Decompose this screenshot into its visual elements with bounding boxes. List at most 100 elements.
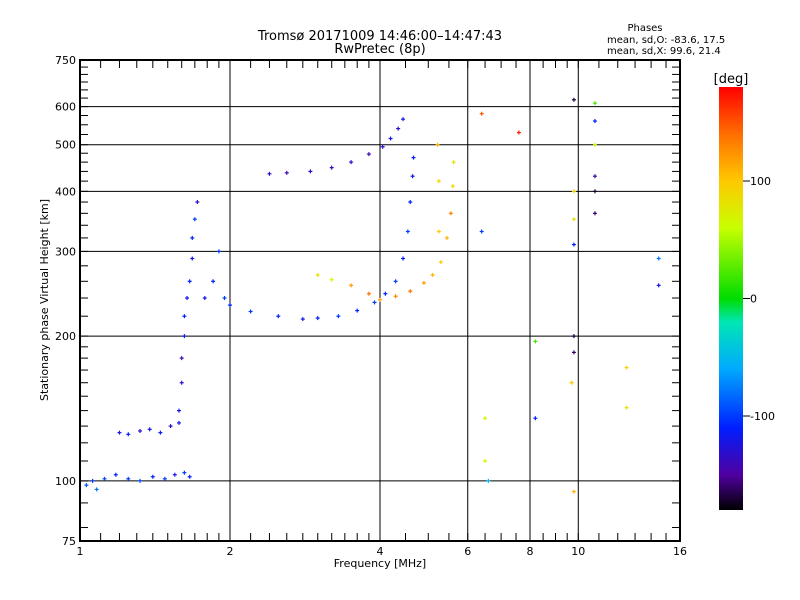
data-point: [84, 483, 89, 488]
data-point: [195, 200, 200, 205]
x-tick-label: 1: [77, 545, 84, 558]
data-point: [102, 476, 107, 481]
data-point: [436, 229, 441, 234]
data-point: [592, 101, 597, 106]
data-point: [276, 314, 281, 319]
data-point: [624, 365, 629, 370]
data-point: [90, 478, 95, 483]
legend-line-o: mean, sd,O: -83.6, 17.5: [607, 35, 725, 46]
data-point: [393, 294, 398, 299]
data-point: [483, 458, 488, 463]
y-tick-label: 600: [55, 101, 76, 114]
colorbar-label: [deg]: [714, 72, 749, 87]
data-point: [182, 334, 187, 339]
colorbar: [719, 87, 743, 510]
data-point: [126, 476, 131, 481]
chart-subtitle: RwPretec (8p): [334, 42, 425, 57]
data-point: [372, 300, 377, 305]
data-point: [138, 428, 143, 433]
data-point: [401, 256, 406, 261]
data-point: [182, 470, 187, 475]
data-point: [222, 296, 227, 301]
data-point: [248, 309, 253, 314]
data-point: [179, 380, 184, 385]
y-tick-label: 500: [55, 139, 76, 152]
data-point: [401, 117, 406, 122]
data-point: [592, 174, 597, 179]
data-point: [94, 487, 99, 492]
data-point: [150, 474, 155, 479]
data-point: [533, 416, 538, 421]
y-tick-label: 400: [55, 185, 76, 198]
data-point: [126, 432, 131, 437]
data-point: [216, 249, 221, 254]
colorbar-ticks: 100 0 -100: [743, 175, 775, 423]
data-point: [408, 200, 413, 205]
y-tick-label: 300: [55, 245, 76, 258]
data-point: [656, 256, 661, 261]
data-points: [84, 97, 661, 494]
data-point: [486, 478, 491, 483]
data-point: [516, 130, 521, 135]
colorbar-tick-label: 100: [750, 175, 771, 188]
x-tick-label: 10: [571, 545, 585, 558]
x-axis-label: Frequency [MHz]: [334, 557, 426, 570]
data-point: [421, 280, 426, 285]
colorbar-tick-label: 0: [750, 293, 757, 306]
data-point: [444, 235, 449, 240]
data-point: [267, 171, 272, 176]
data-point: [571, 217, 576, 222]
data-point: [571, 350, 576, 355]
y-tick-label: 750: [55, 54, 76, 67]
data-point: [410, 174, 415, 179]
data-point: [349, 283, 354, 288]
chart-title: Tromsø 20171009 14:46:00–14:47:43: [257, 29, 502, 44]
colorbar-tick-label: -100: [750, 410, 775, 423]
x-tick-label: 8: [527, 545, 534, 558]
data-point: [592, 119, 597, 124]
data-point: [355, 308, 360, 313]
data-point: [571, 489, 576, 494]
data-point: [228, 303, 232, 308]
y-tick-label: 100: [55, 475, 76, 488]
data-point: [168, 424, 173, 429]
legend-line-x: mean, sd,X: 99.6, 21.4: [607, 46, 721, 57]
data-point: [479, 111, 484, 116]
data-point: [396, 126, 401, 131]
data-point: [284, 170, 289, 175]
data-point: [592, 189, 597, 194]
data-point: [300, 317, 305, 322]
data-point: [162, 476, 167, 481]
data-point: [393, 279, 398, 284]
data-point: [450, 184, 455, 189]
data-point: [315, 316, 320, 321]
data-point: [479, 229, 484, 234]
data-point: [176, 420, 181, 425]
data-point: [117, 430, 122, 435]
data-point: [430, 272, 435, 277]
data-point: [592, 142, 597, 147]
data-point: [182, 314, 187, 319]
data-point: [187, 474, 192, 479]
data-point: [571, 189, 576, 194]
data-point: [158, 430, 163, 435]
data-point: [176, 408, 181, 413]
y-axis-label: Stationary phase Virtual Height [km]: [38, 199, 51, 401]
data-point: [190, 256, 195, 261]
data-point: [187, 279, 192, 284]
data-point: [408, 289, 413, 294]
data-point: [436, 179, 441, 184]
data-point: [388, 136, 393, 141]
data-point: [308, 169, 313, 174]
data-point: [569, 380, 574, 385]
data-point: [185, 296, 190, 301]
data-point: [624, 405, 629, 410]
data-point: [571, 334, 576, 339]
data-point: [329, 165, 334, 170]
data-point: [147, 427, 152, 432]
data-point: [411, 155, 416, 160]
data-point: [366, 152, 371, 157]
data-point: [592, 211, 597, 216]
x-tick-label: 4: [377, 545, 384, 558]
data-point: [380, 144, 385, 149]
